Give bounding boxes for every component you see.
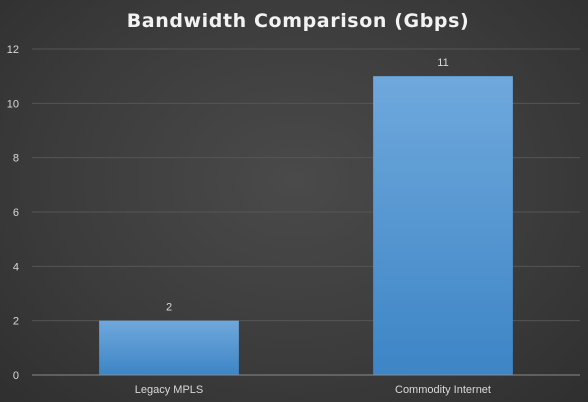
y-tick-label: 8 xyxy=(13,153,19,165)
bar xyxy=(373,76,513,376)
bar-value-label: 11 xyxy=(437,57,448,69)
y-tick-label: 12 xyxy=(7,44,19,56)
y-tick-label: 4 xyxy=(13,261,19,273)
category-label: Legacy MPLS xyxy=(135,384,203,396)
y-tick-label: 6 xyxy=(13,207,19,219)
data-labels: 2 11 xyxy=(166,57,449,314)
chart-title: Bandwidth Comparison (Gbps) xyxy=(127,10,470,32)
bar xyxy=(99,320,239,375)
bar-value-label: 2 xyxy=(166,302,172,314)
y-tick-label: 0 xyxy=(13,370,19,382)
x-axis-categories: Legacy MPLS Commodity Internet xyxy=(135,384,491,396)
y-axis-ticks: 0 2 4 6 8 10 12 xyxy=(7,44,19,382)
bars xyxy=(99,76,513,376)
category-label: Commodity Internet xyxy=(395,384,491,396)
y-tick-label: 2 xyxy=(13,316,19,328)
y-tick-label: 10 xyxy=(7,98,19,110)
